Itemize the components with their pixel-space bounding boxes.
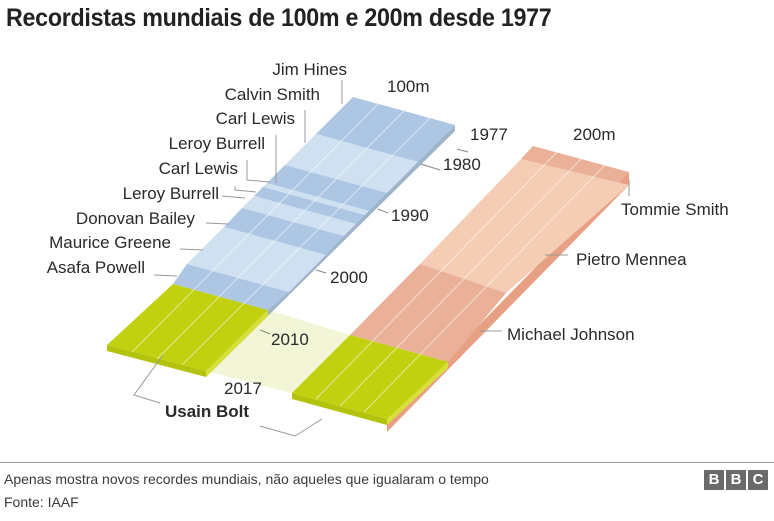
holder-100m-carl-lewis-2: Carl Lewis <box>159 159 238 178</box>
holder-200m-pietro-mennea: Pietro Mennea <box>576 250 687 269</box>
holder-100m-donovan-bailey: Donovan Bailey <box>76 209 196 228</box>
holder-100m-maurice-greene: Maurice Greene <box>49 233 171 252</box>
bbc-logo-letter: C <box>748 470 768 490</box>
holder-100m-leroy-burrell-1: Leroy Burrell <box>169 134 265 153</box>
year-2000: 2000 <box>330 268 368 287</box>
year-1990: 1990 <box>391 206 429 225</box>
track-200m <box>292 146 629 432</box>
track-100m <box>107 97 455 377</box>
holder-usain-bolt: Usain Bolt <box>165 402 249 421</box>
bbc-logo-letter: B <box>704 470 724 490</box>
bbc-logo-letter: B <box>726 470 746 490</box>
holder-100m-jim-hines: Jim Hines <box>272 60 347 79</box>
footer-source: Fonte: IAAF <box>4 494 79 510</box>
chart-title: Recordistas mundiais de 100m e 200m desd… <box>6 4 552 32</box>
usain-bolt-connector <box>206 310 350 393</box>
holder-200m-michael-johnson: Michael Johnson <box>507 325 635 344</box>
track-label-100m: 100m <box>387 77 430 96</box>
footer-note: Apenas mostra novos recordes mundiais, n… <box>4 471 489 487</box>
holder-200m-tommie-smith: Tommie Smith <box>621 200 729 219</box>
year-2010: 2010 <box>271 330 309 349</box>
year-2017: 2017 <box>224 379 262 398</box>
year-1977: 1977 <box>470 125 508 144</box>
holder-100m-calvin-smith: Calvin Smith <box>225 85 320 104</box>
year-1980: 1980 <box>443 155 481 174</box>
holder-100m-leroy-burrell-2: Leroy Burrell <box>123 184 219 203</box>
track-diagram: 100m 200m 1977 1980 1990 2000 2010 2017 … <box>47 60 729 437</box>
bbc-logo: B B C <box>704 470 768 490</box>
holder-100m-asafa-powell: Asafa Powell <box>47 258 145 277</box>
holder-100m-carl-lewis-1: Carl Lewis <box>216 109 295 128</box>
footer-divider <box>0 462 774 463</box>
track-label-200m: 200m <box>573 125 616 144</box>
